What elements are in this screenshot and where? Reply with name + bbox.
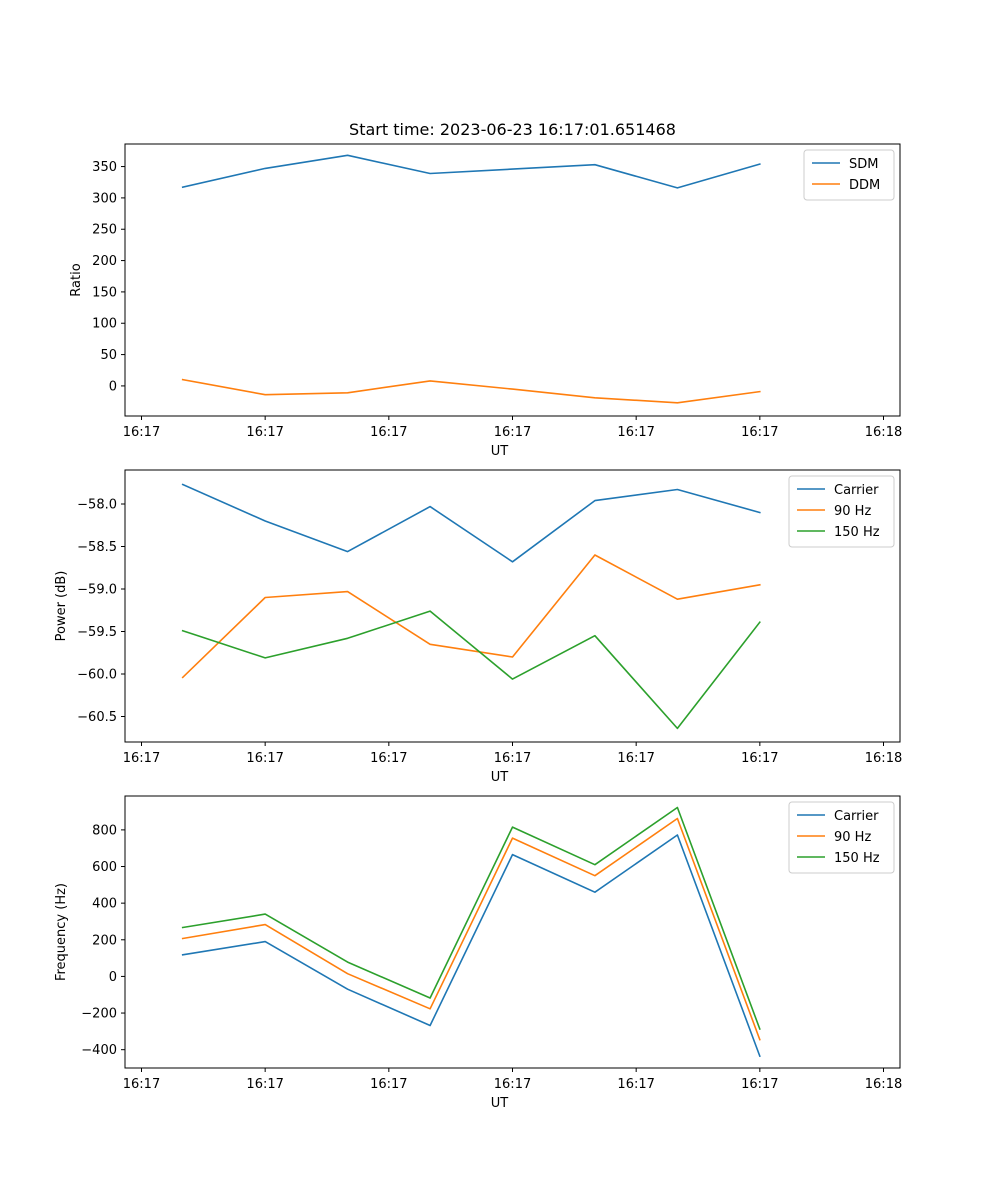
x-tick-label: 16:17 [617, 751, 654, 766]
x-tick-label: 16:18 [865, 751, 902, 766]
y-axis-label: Frequency (Hz) [54, 883, 69, 981]
x-tick-label: 16:17 [123, 1077, 160, 1092]
x-tick-label: 16:17 [370, 1077, 407, 1092]
y-tick-label: 50 [100, 348, 117, 363]
legend-box [788, 801, 895, 874]
x-tick-label: 16:17 [741, 751, 778, 766]
legend-label: 150 Hz [834, 851, 880, 866]
x-tick-label: 16:17 [494, 1077, 531, 1092]
legend-label: DDM [849, 178, 880, 193]
legend-label: Carrier [834, 483, 879, 498]
x-tick-label: 16:17 [494, 751, 531, 766]
y-tick-label: 250 [92, 223, 117, 238]
x-axis-label: UT [491, 770, 509, 785]
y-tick-label: −59.5 [77, 625, 117, 640]
x-tick-label: 16:17 [246, 751, 283, 766]
y-tick-label: 150 [92, 285, 117, 300]
x-tick-label: 16:17 [123, 425, 160, 440]
series-line-carrier [181, 834, 761, 1058]
y-tick-label: −58.5 [77, 540, 117, 555]
x-tick-label: 16:17 [123, 751, 160, 766]
y-tick-label: −400 [81, 1043, 117, 1058]
y-tick-label: −59.0 [77, 583, 117, 598]
chart-title: Start time: 2023-06-23 16:17:01.651468 [349, 120, 676, 139]
legend: SDM DDM [803, 149, 895, 201]
x-tick-label: 16:17 [494, 425, 531, 440]
y-tick-label: 800 [92, 823, 117, 838]
legend-label: SDM [849, 157, 878, 172]
y-tick-label: −58.0 [77, 498, 117, 513]
legend-label: Carrier [834, 809, 879, 824]
y-tick-label: 400 [92, 897, 117, 912]
x-tick-label: 16:17 [370, 751, 407, 766]
legend-label: 90 Hz [834, 830, 871, 845]
series-line-90-hz [181, 554, 761, 679]
y-axis-label: Ratio [69, 263, 84, 296]
y-tick-label: 300 [92, 191, 117, 206]
x-tick-label: 16:17 [246, 425, 283, 440]
subplot-3: 16:17 16:17 16:17 16:17 16:17 16:17 16:18 800 60… [54, 795, 902, 1111]
y-axis-label: Power (dB) [54, 571, 69, 642]
x-tick-label: 16:18 [865, 425, 902, 440]
legend: Carrier 90 Hz 150 Hz [788, 475, 895, 548]
y-tick-label: 350 [92, 160, 117, 175]
legend-box [788, 475, 895, 548]
x-axis-label: UT [491, 1096, 509, 1111]
legend-label: 90 Hz [834, 504, 871, 519]
series-line-90-hz [181, 817, 761, 1041]
subplot-1: Start time: 2023-06-23 16:17:01.651468 16… [69, 120, 902, 459]
axes-frame [124, 795, 901, 1069]
series-line-sdm [181, 154, 761, 189]
axes-frame [124, 143, 901, 417]
series-line-150-hz [181, 806, 761, 1031]
series-line-150-hz [181, 610, 761, 730]
y-tick-label: −60.0 [77, 668, 117, 683]
x-tick-label: 16:17 [617, 1077, 654, 1092]
x-tick-label: 16:17 [370, 425, 407, 440]
x-tick-label: 16:17 [617, 425, 654, 440]
legend-label: 150 Hz [834, 525, 880, 540]
x-tick-label: 16:17 [741, 1077, 778, 1092]
x-tick-label: 16:17 [246, 1077, 283, 1092]
y-tick-label: 0 [109, 970, 117, 985]
y-tick-label: 100 [92, 317, 117, 332]
y-tick-label: −200 [81, 1007, 117, 1022]
x-tick-label: 16:18 [865, 1077, 902, 1092]
subplot-2: 16:17 16:17 16:17 16:17 16:17 16:17 16:18 −58.0… [54, 469, 902, 785]
legend: Carrier 90 Hz 150 Hz [788, 801, 895, 874]
x-tick-label: 16:17 [741, 425, 778, 440]
y-tick-label: 600 [92, 860, 117, 875]
y-tick-label: 200 [92, 254, 117, 269]
x-axis-label: UT [491, 444, 509, 459]
y-tick-label: 0 [109, 379, 117, 394]
y-tick-label: −60.5 [77, 710, 117, 725]
y-tick-label: 200 [92, 933, 117, 948]
series-line-ddm [181, 378, 761, 404]
series-line-carrier [181, 483, 761, 563]
